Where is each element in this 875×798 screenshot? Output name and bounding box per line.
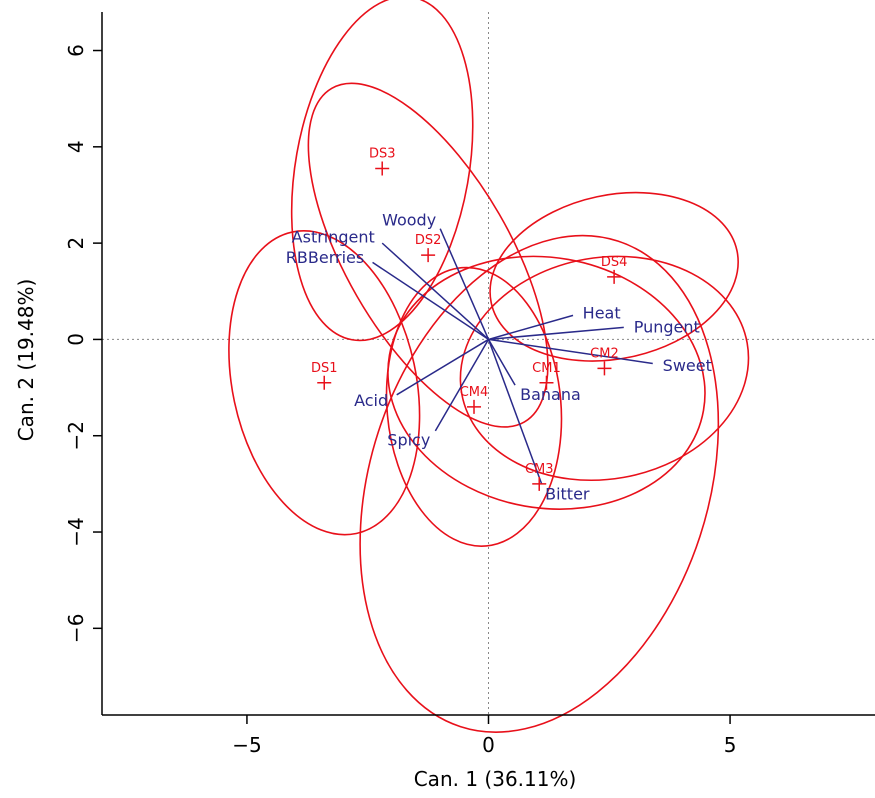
vector-rbberries <box>372 261 489 341</box>
group-marker-cm3 <box>532 476 547 491</box>
vector-heat <box>488 314 574 341</box>
attribute-label-astringent: Astringent <box>292 227 375 246</box>
group-marker-ds4 <box>607 269 622 284</box>
vector-banana <box>487 339 516 386</box>
confidence-ellipse-cm1 <box>387 255 706 510</box>
group-marker-ds1 <box>317 375 332 390</box>
y-tick-label: −2 <box>64 421 88 450</box>
attribute-label-woody: Woody <box>382 211 436 230</box>
vector-woody <box>439 228 490 340</box>
y-tick-label: 0 <box>64 333 88 346</box>
confidence-ellipse-cm4 <box>385 266 563 547</box>
y-tick-label: 4 <box>64 140 88 153</box>
group-marker-ds3 <box>375 161 390 176</box>
attribute-label-sweet: Sweet <box>663 356 712 375</box>
group-label-ds4: DS4 <box>601 255 628 270</box>
vector-pungent <box>488 326 624 341</box>
y-tick-label: 2 <box>64 237 88 250</box>
attribute-label-heat: Heat <box>583 304 621 323</box>
x-axis-title: Can. 1 (36.11%) <box>414 767 577 791</box>
group-marker-cm1 <box>539 375 554 390</box>
group-label-ds1: DS1 <box>311 361 338 376</box>
confidence-ellipse-ds3 <box>290 0 474 342</box>
group-label-cm4: CM4 <box>460 385 489 400</box>
y-axis-title: Can. 2 (19.48%) <box>14 279 38 442</box>
group-marker-cm2 <box>597 361 612 376</box>
group-label-cm3: CM3 <box>525 462 554 477</box>
group-marker-ds2 <box>421 248 436 263</box>
attribute-label-pungent: Pungent <box>634 318 700 337</box>
vector-acid <box>396 338 489 396</box>
confidence-ellipse-ds4 <box>489 191 739 362</box>
y-tick-label: −6 <box>64 614 88 643</box>
confidence-ellipse-cm3 <box>359 234 720 733</box>
attribute-label-rbberries: RBBerries <box>286 248 364 267</box>
attribute-label-spicy: Spicy <box>387 431 430 450</box>
y-tick-label: −4 <box>64 517 88 546</box>
confidence-ellipse-cm2 <box>459 255 750 482</box>
group-label-ds3: DS3 <box>369 146 396 161</box>
group-label-cm1: CM1 <box>532 361 561 376</box>
vector-bitter <box>487 339 543 485</box>
attribute-label-banana: Banana <box>520 385 581 404</box>
confidence-ellipse-ds2 <box>307 82 549 428</box>
vector-spicy <box>434 339 490 432</box>
group-marker-cm4 <box>467 399 482 414</box>
attribute-label-bitter: Bitter <box>545 484 590 503</box>
attribute-label-acid: Acid <box>354 391 388 410</box>
vector-sweet <box>488 338 653 365</box>
group-label-cm2: CM2 <box>590 346 619 361</box>
x-tick-label: 0 <box>482 733 495 757</box>
vector-astringent <box>381 242 490 340</box>
x-tick-label: −5 <box>232 733 261 757</box>
x-tick-label: 5 <box>724 733 737 757</box>
group-label-ds2: DS2 <box>415 233 442 248</box>
y-tick-label: 6 <box>64 44 88 57</box>
